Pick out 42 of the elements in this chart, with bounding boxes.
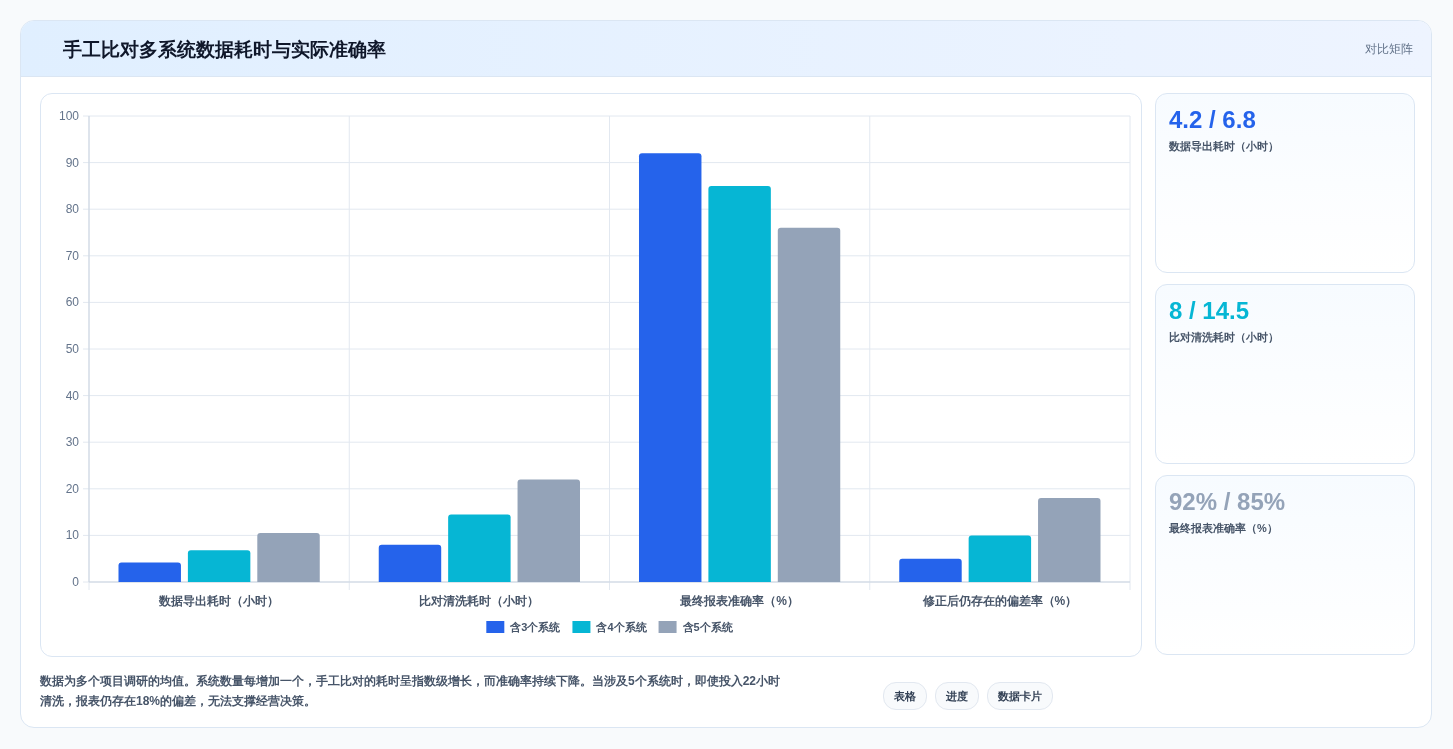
text: 数据导出耗时（小时） <box>1169 139 1279 154</box>
bar <box>1038 498 1101 582</box>
text: 最终报表准确率（%） <box>1169 521 1278 536</box>
chart-title: 手工比对多系统数据耗时与实际准确率 <box>63 38 386 62</box>
text: 4.2 / 6.8 <box>1169 106 1256 134</box>
x-tick-label: 数据导出耗时（小时） <box>158 594 280 608</box>
bar <box>899 558 962 582</box>
bar <box>378 544 442 582</box>
x-tick-label: 修正后仍存在的偏差率（%） <box>921 594 1078 608</box>
y-tick-label: 0 <box>72 575 80 589</box>
y-tick-label: 30 <box>65 435 80 450</box>
bar <box>187 550 251 582</box>
legend-label: 含5个系统 <box>681 621 734 633</box>
bar <box>968 535 1032 582</box>
text: 表格 <box>883 682 927 710</box>
y-tick-label: 10 <box>65 528 80 543</box>
text: 进度 <box>935 682 979 710</box>
y-tick-label: 60 <box>65 295 80 310</box>
text: 数据为多个项目调研的均值。系统数量每增加一个，手工比对的耗时呈指数级增长，而准确率持续下降。当涉及5个系统时，即使投入22小时清洗，报表仍存在18%的偏差，无法支撑经营决策。 <box>40 673 782 710</box>
bar <box>708 185 771 582</box>
y-tick-label: 20 <box>65 481 80 496</box>
bar <box>777 227 841 582</box>
legend-label: 含4个系统 <box>595 621 648 633</box>
y-tick-label: 90 <box>65 155 80 170</box>
x-tick-label: 比对清洗耗时（小时） <box>419 594 540 608</box>
x-tick-label: 最终报表准确率（%） <box>679 594 799 608</box>
y-tick-label: 40 <box>65 388 80 403</box>
bar <box>257 533 320 582</box>
text: 8 / 14.5 <box>1169 297 1250 325</box>
y-tick-label: 100 <box>58 109 80 123</box>
bar <box>517 479 581 582</box>
y-tick-label: 80 <box>65 202 80 217</box>
text: 比对清洗耗时（小时） <box>1169 330 1279 345</box>
bar <box>448 514 511 582</box>
legend-label: 含3个系统 <box>509 621 562 633</box>
text: 对比矩阵 <box>1365 41 1413 58</box>
bar <box>118 562 181 582</box>
text: 数据卡片 <box>987 682 1053 710</box>
y-tick-label: 70 <box>65 248 80 263</box>
text: 92% / 85% <box>1169 488 1286 516</box>
bar <box>639 153 702 582</box>
y-tick-label: 50 <box>65 342 80 356</box>
